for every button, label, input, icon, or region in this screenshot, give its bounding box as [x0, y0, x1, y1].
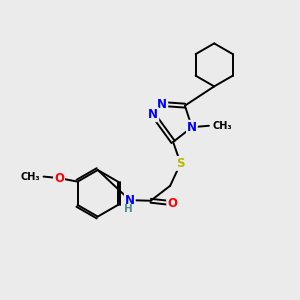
Text: N: N	[157, 98, 167, 110]
Text: H: H	[124, 204, 133, 214]
Text: CH₃: CH₃	[20, 172, 40, 182]
Text: N: N	[125, 194, 135, 207]
Text: N: N	[187, 121, 197, 134]
Text: N: N	[148, 108, 158, 121]
Text: O: O	[54, 172, 64, 184]
Text: CH₃: CH₃	[213, 121, 232, 131]
Text: S: S	[176, 157, 185, 170]
Text: O: O	[167, 196, 177, 210]
